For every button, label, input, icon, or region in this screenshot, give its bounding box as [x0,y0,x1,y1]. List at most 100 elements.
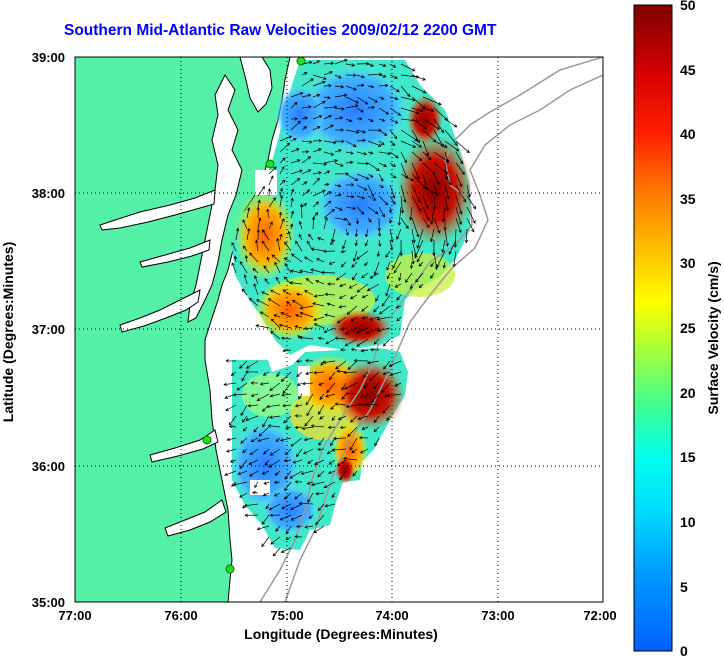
y-axis-title: Latitude (Degrees:Minutes) [0,241,16,423]
velocity-vector [300,470,314,475]
velocity-vector [290,437,303,447]
velocity-vector [355,217,360,225]
velocity-vector [323,182,330,187]
velocity-vector [400,195,405,214]
velocity-vector [235,227,240,241]
velocity-vector [313,316,325,322]
colorbar-tick-label: 0 [680,643,688,659]
velocity-vector [356,283,369,293]
velocity-vector [312,93,321,98]
velocity-vector [239,260,248,274]
velocity-vector [280,312,292,318]
velocity-vector [334,184,342,188]
velocity-vector [323,151,335,156]
velocity-vector [464,228,469,244]
velocity-vector [416,250,424,263]
velocity-vector [298,220,303,230]
velocity-vector [455,195,463,215]
velocity-vector [356,138,367,143]
velocity-vector [315,279,325,285]
velocity-vector [339,425,347,430]
velocity-vector [287,230,292,241]
velocity-vector [373,415,380,424]
velocity-vector [376,250,381,258]
velocity-vector [411,74,426,81]
velocity-vector [312,162,328,166]
velocity-vector [356,173,370,180]
velocity-vector [361,294,369,299]
velocity-vector [378,239,382,248]
velocity-vector [323,200,332,208]
velocity-vector [298,501,314,506]
velocity-vector [367,162,380,172]
velocity-vector [318,382,325,386]
velocity-vector [378,195,389,206]
velocity-vector [240,404,248,417]
velocity-vector [290,503,303,511]
velocity-vector [414,239,424,259]
velocity-vector [455,151,464,165]
velocity-vector [452,250,457,268]
velocity-vector [378,206,385,218]
velocity-vector [306,404,314,417]
velocity-vector [281,393,292,397]
x-tick-label: 76:00 [164,608,198,623]
velocity-vector [301,72,308,76]
velocity-vector [329,371,336,381]
velocity-vector [356,151,368,156]
velocity-vector [323,327,336,334]
velocity-vector [323,216,328,230]
velocity-vector [317,237,325,241]
velocity-vector [357,402,369,407]
velocity-vector [369,272,380,279]
velocity-vector [334,162,344,167]
velocity-vector [389,162,396,167]
velocity-vector [256,393,270,401]
velocity-vector [322,249,336,254]
velocity-vector [356,184,368,191]
velocity-vector [334,93,348,98]
velocity-vector [342,456,358,461]
velocity-vector [265,503,270,510]
velocity-vector [331,448,347,452]
velocity-vector [312,148,322,153]
velocity-vector [232,481,248,487]
shelf-contour-2 [284,74,603,602]
colorbar-tick-label: 50 [680,0,696,13]
velocity-vector [444,184,450,200]
velocity-vector [301,126,308,131]
velocity-vector [422,140,430,157]
velocity-vector [315,492,325,496]
y-tick-label: 38:00 [31,186,65,201]
velocity-vector [290,169,303,175]
velocity-vector [334,74,342,79]
velocity-vector [340,261,347,268]
velocity-vector [373,261,380,276]
velocity-vector [229,459,237,463]
velocity-vector [242,219,248,230]
velocity-vector [279,135,293,142]
velocity-vector [261,291,270,296]
velocity-vector [256,228,261,241]
velocity-vector [285,536,292,541]
velocity-vector [400,217,409,229]
velocity-vector [254,239,259,252]
velocity-vector [444,129,458,147]
velocity-vector [323,170,331,175]
velocity-vector [433,250,439,271]
velocity-vector [355,327,369,334]
velocity-vector [337,415,347,421]
velocity-vector [267,424,281,428]
velocity-vector [274,261,281,274]
velocity-vector [455,162,465,175]
velocity-vector [261,514,270,525]
velocity-vector [294,534,303,539]
velocity-vector [323,159,339,164]
velocity-vector [336,316,347,324]
velocity-vector [312,138,323,143]
velocity-vector [385,250,391,258]
velocity-vector [264,459,270,466]
velocity-vector [378,63,387,67]
velocity-vector [274,470,281,476]
velocity-vector [298,393,303,400]
